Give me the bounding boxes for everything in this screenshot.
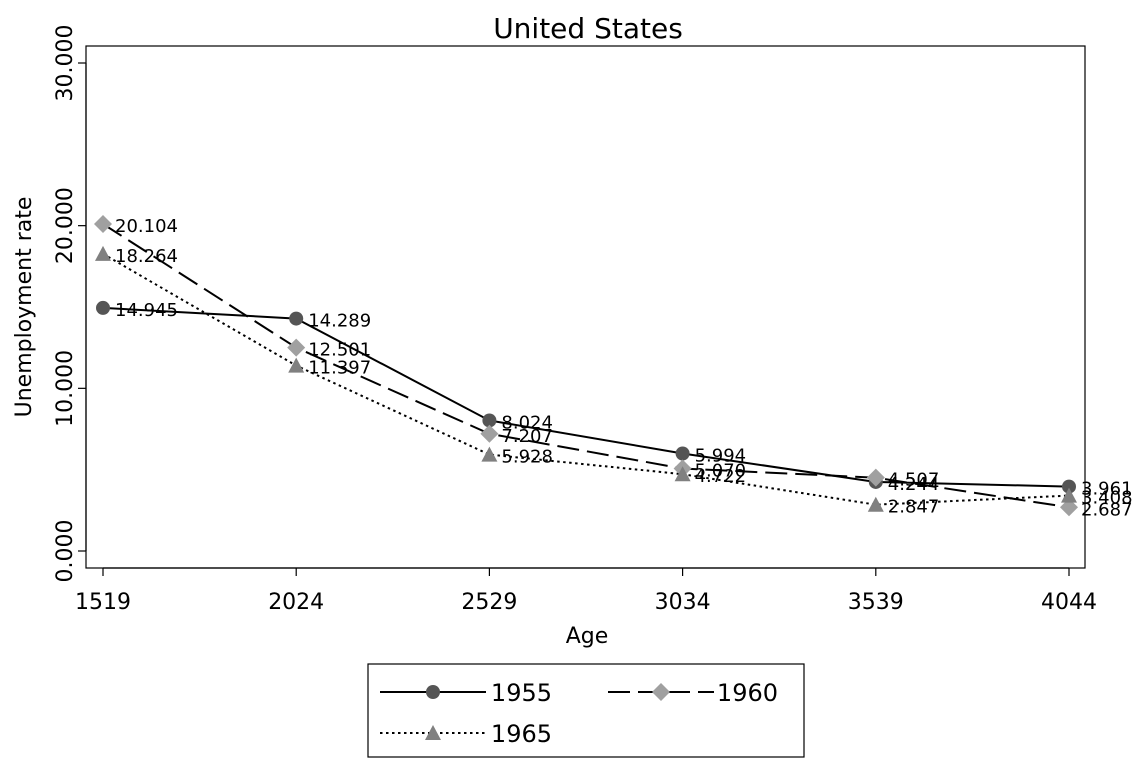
y-tick-label: 30.000: [53, 25, 78, 102]
legend-marker-1965: [425, 725, 441, 740]
point-1955-4044: [1062, 479, 1076, 494]
y-tick-label: 20.000: [53, 187, 78, 264]
point-1955-2529: [482, 413, 497, 428]
point-1960-2529: [480, 424, 499, 443]
data-label-1965-2529: 5.928: [501, 447, 553, 468]
point-1965-1519: [95, 245, 111, 261]
series-lines: [102, 223, 1070, 509]
data-label-1965-4044: 3.408: [1081, 488, 1133, 509]
legend-box: [367, 663, 805, 758]
point-1955-2024: [289, 311, 304, 326]
y-tick-label: 10.000: [53, 350, 78, 427]
x-tick-label: 3539: [848, 590, 904, 615]
legend: 1955 1960 1965: [367, 663, 805, 758]
point-1960-2024: [287, 338, 306, 357]
data-label-1960-2529: 7.207: [501, 426, 553, 447]
x-tick-label: 1519: [75, 590, 131, 615]
data-label-1955-2529: 8.024: [501, 412, 553, 433]
data-label-1960-2024: 12.501: [308, 340, 371, 361]
data-label-1960-4044: 2.687: [1081, 499, 1133, 520]
legend-label-1965: 1965: [491, 720, 552, 748]
point-1960-3539: [866, 468, 885, 487]
data-label-1955-1519: 14.945: [115, 300, 178, 321]
series-line-1960: [102, 223, 1070, 509]
data-label-1960-3034: 5.070: [695, 461, 747, 482]
x-tick-label: 2024: [268, 590, 324, 615]
point-1955-3034: [675, 446, 690, 461]
point-1965-2529: [481, 446, 498, 462]
point-1965-2024: [288, 357, 305, 373]
data-label-1955-2024: 14.289: [308, 311, 371, 332]
data-label-1960-3539: 4.507: [888, 470, 940, 491]
x-tick-label: 2529: [461, 590, 517, 615]
data-label-1965-2024: 11.397: [308, 358, 371, 379]
series-markers: [94, 214, 1078, 517]
legend-label-1955: 1955: [491, 679, 552, 707]
point-1955-1519: [96, 300, 110, 315]
point-1960-4044: [1060, 498, 1078, 517]
legend-marker-1955: [426, 685, 440, 699]
point-1965-3034: [674, 466, 691, 482]
data-label-1965-3539: 2.847: [888, 497, 940, 518]
data-label-1955-4044: 3.961: [1081, 479, 1133, 500]
legend-label-1960: 1960: [717, 679, 778, 707]
legend-marker-1960: [652, 683, 670, 701]
data-label-1965-1519: 18.264: [115, 246, 178, 267]
y-axis-title: Unemployment rate: [12, 197, 37, 418]
data-label-1955-3034: 5.994: [695, 445, 747, 466]
data-label-1965-3034: 4.722: [695, 466, 747, 487]
y-axis: 0.000 10.000 20.000 30.000: [53, 25, 87, 583]
chart-title: United States: [493, 12, 683, 45]
y-tick-label: 0.000: [53, 520, 78, 583]
data-label-1955-3539: 4.244: [888, 474, 940, 495]
x-axis-title: Age: [566, 624, 609, 649]
x-tick-label: 3034: [655, 590, 711, 615]
data-label-1960-1519: 20.104: [115, 216, 178, 237]
x-tick-label: 4044: [1041, 590, 1097, 615]
point-1965-4044: [1061, 487, 1077, 503]
point-1960-1519: [94, 214, 112, 233]
series-line-1965: [102, 253, 1070, 506]
series-line-1955: [102, 306, 1070, 488]
point-1965-3539: [867, 496, 884, 512]
x-axis: 1519 2024 2529 3034 3539 4044: [75, 567, 1097, 615]
data-labels: 14.945 14.289 8.024 5.994 4.244 3.961 20.104 12…: [115, 216, 1133, 520]
